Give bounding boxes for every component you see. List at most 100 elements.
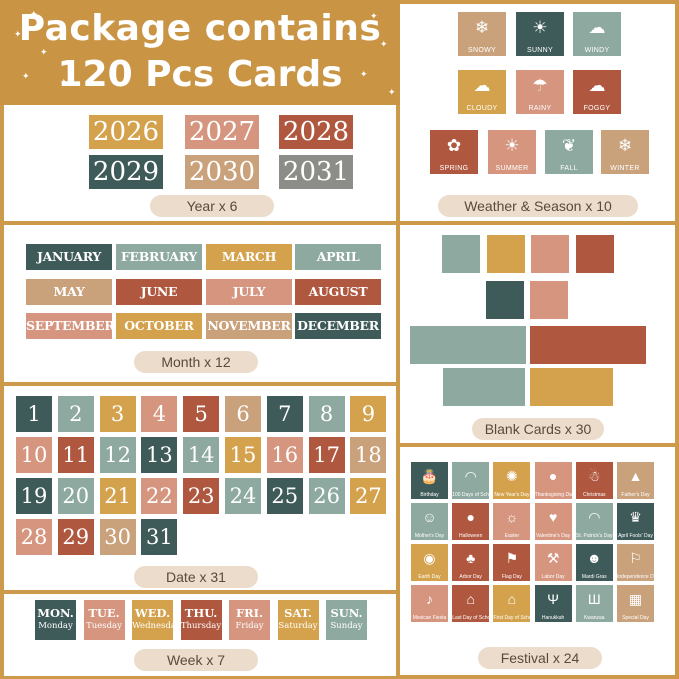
week-count-label: Week x 7 (134, 649, 258, 671)
week-card: MON. Monday (35, 600, 76, 640)
weather-label: FOGGY (583, 105, 611, 112)
date-card: 24 (225, 478, 261, 514)
date-card: 10 (16, 437, 52, 473)
month-card: JANUARY (26, 244, 112, 270)
month-card: JULY (206, 279, 292, 305)
weather-label: CLOUDY (466, 105, 498, 112)
menorah-icon: Ψ (547, 591, 559, 607)
festival-label: Special Day (622, 615, 649, 621)
weather-panel: ❄ SNOWY ☀ SUNNY ☁ WINDY ☁ CLOUDY ☂ RAINY ☁ FOGGY ✿ SP… (400, 4, 675, 221)
month-card: AUGUST (295, 279, 381, 305)
month-card: APRIL (295, 244, 381, 270)
rainbow-icon: ◠ (588, 509, 601, 525)
month-card: FEBRUARY (116, 244, 202, 270)
date-card: 26 (308, 478, 345, 514)
week-card: TUE. Tuesday (83, 600, 125, 640)
sun-icon: ☀ (532, 18, 548, 37)
festival-card: Ψ Hanukkah (534, 585, 572, 622)
festival-label: April Fools' Day (618, 533, 653, 539)
date-card: 19 (16, 478, 52, 514)
blank-card (442, 235, 480, 273)
star-icon: ✦ (14, 29, 22, 39)
festival-card: ● Thanksgiving Day (534, 462, 572, 499)
weather-label: RAINY (528, 105, 552, 112)
date-card: 6 (225, 396, 261, 432)
star-icon: ✦ (40, 47, 48, 57)
week-abbr: SAT. (284, 606, 312, 620)
date-card: 7 (266, 396, 303, 432)
firework-icon: ✺ (506, 468, 518, 484)
year-card: 2030 (185, 155, 259, 189)
festival-label: Kwanzaa (584, 615, 605, 621)
header-title-line2: 120 Pcs Cards (57, 54, 343, 95)
star-icon: ✦ (388, 87, 396, 97)
festival-label: Thanksgiving Day (534, 492, 572, 498)
week-card: THU. Thursday (180, 600, 222, 640)
date-card: 30 (99, 519, 136, 555)
rainbow-icon: ◠ (464, 468, 477, 484)
calendar-icon: ▦ (628, 591, 643, 607)
fog-cloud-icon: ☁ (588, 76, 606, 95)
turkey-icon: ● (548, 468, 558, 484)
date-count-label: Date x 31 (134, 566, 258, 588)
blank-card (576, 235, 614, 273)
weather-label: SUNNY (526, 47, 553, 54)
date-card: 25 (266, 478, 303, 514)
weather-card: ☁ CLOUDY (458, 70, 506, 114)
week-abbr: MON. (37, 606, 74, 620)
week-full: Saturday (278, 621, 318, 631)
festival-label: 100 Days of School (452, 492, 489, 498)
date-card: 18 (350, 437, 387, 473)
festival-card: ◠ St. Patrick's Day (575, 503, 613, 540)
weather-card: ☀ SUNNY (516, 12, 564, 56)
star-icon: ✦ (60, 77, 68, 87)
worker-icon: ⚒ (546, 550, 560, 566)
festival-card: ♛ April Fools' Day (617, 503, 654, 540)
festival-card: Ш Kwanzaa (575, 585, 613, 622)
festival-label: Easter (504, 533, 520, 539)
month-card: DECEMBER (295, 313, 381, 339)
month-card: MARCH (206, 244, 292, 270)
festival-count-label: Festival x 24 (478, 647, 602, 669)
weather-label: FALL (560, 165, 578, 172)
month-panel: JANUARY FEBRUARY MARCH APRIL MAY JUNE JU… (4, 225, 396, 382)
weather-card: ✿ SPRING (430, 130, 478, 174)
flower-icon: ✿ (446, 136, 462, 155)
week-full: Friday (235, 621, 264, 631)
festival-label: Labor Day (541, 574, 565, 580)
date-card: 20 (57, 478, 94, 514)
maple-leaf-icon: ❦ (561, 136, 577, 155)
week-abbr: WED. (134, 606, 171, 620)
date-card: 14 (183, 437, 220, 473)
festival-card: ● Halloween (452, 503, 490, 540)
festival-card: ☃ Christmas (575, 462, 613, 499)
festival-label: New Year's Day (494, 492, 530, 498)
festival-card: ⚒ Labor Day (534, 544, 572, 581)
bunny-icon: ☼ (505, 509, 519, 525)
festival-label: Independence Day (617, 574, 654, 580)
year-count-label: Year x 6 (150, 195, 274, 217)
date-panel: 1 2 3 4 5 6 7 8 9 10 11 12 13 14 15 16 17 18 19 20 21 22 23 24 2… (4, 386, 396, 590)
weather-card: ❄ SNOWY (458, 12, 506, 56)
flag-icon: ⚑ (505, 550, 519, 566)
festival-label: Flag Day (501, 574, 522, 580)
month-card: MAY (26, 279, 112, 305)
header-banner: Package contains 120 Pcs Cards ✦ ✦ ✦ ✦ ✦… (0, 0, 400, 105)
date-card: 4 (141, 396, 178, 432)
festival-card: ⌂ Last Day of School (452, 585, 490, 622)
weather-card: ☂ RAINY (516, 70, 564, 114)
date-card: 28 (16, 519, 52, 555)
festival-card: ✺ New Year's Day (493, 462, 531, 499)
month-count-label: Month x 12 (134, 351, 258, 373)
kinara-icon: Ш (587, 591, 601, 607)
week-full: Thursday (180, 621, 222, 631)
blank-strip (410, 326, 526, 364)
cloud-icon: ☁ (473, 76, 491, 95)
date-card: 29 (57, 519, 94, 555)
festival-label: Valentine's Day (535, 533, 571, 539)
week-card: WED.Wednesday (132, 600, 173, 640)
festival-card: ☺ Mother's Day (411, 503, 448, 540)
blank-card (487, 235, 525, 273)
blank-panel: Blank Cards x 30 (400, 225, 675, 443)
festival-card: ◠ 100 Days of School (452, 462, 490, 499)
